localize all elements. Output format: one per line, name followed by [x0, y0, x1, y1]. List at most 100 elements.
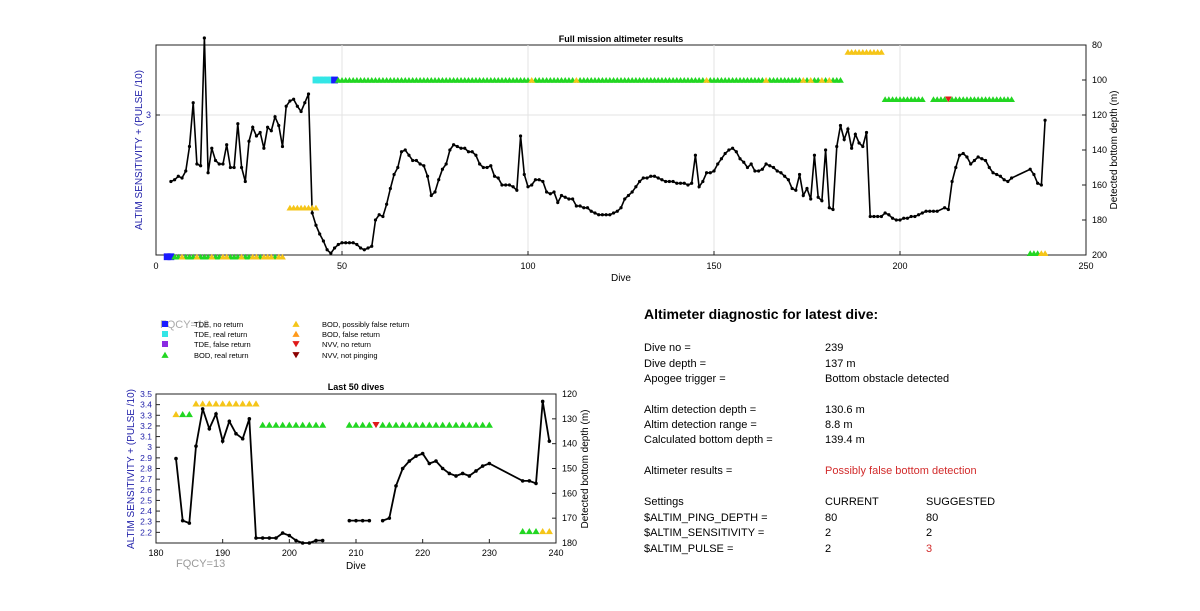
full-mission-right-tick-label: 160 — [1092, 180, 1107, 190]
last-50-depth-point — [220, 439, 225, 443]
last-50-right-tick-label: 140 — [562, 439, 577, 449]
full-mission-marker-bod-possibly-false — [208, 253, 216, 260]
full-mission-depth-point — [690, 181, 694, 185]
full-mission-right-tick-label: 200 — [1092, 250, 1107, 260]
last-50-marker-bod-real-return — [305, 421, 313, 428]
last-50-depth-point — [280, 531, 285, 535]
pulse-label: $ALTIM_PULSE = — [644, 543, 734, 555]
last-50-right-tick-label: 120 — [562, 389, 577, 399]
full-mission-depth-point — [247, 139, 251, 143]
last-50-marker-bod-real-return — [452, 421, 460, 428]
last-50-marker-bod-possibly-false — [212, 400, 220, 407]
full-mission-depth-point — [180, 176, 184, 180]
full-mission-depth-point — [373, 218, 378, 222]
full-mission-depth-point — [277, 123, 281, 128]
fqcy-annotation: FQCY=13 — [176, 558, 225, 570]
full-mission-depth-point — [686, 183, 690, 187]
full-mission-depth-point — [950, 179, 954, 184]
full-mission-depth-point — [399, 150, 404, 154]
full-mission-depth-point — [615, 209, 619, 213]
legend-tde-false-return-swatch — [162, 341, 168, 347]
full-mission-depth-point — [213, 158, 218, 163]
full-mission-depth-point — [879, 214, 884, 219]
detection-depth-value: 130.6 m — [825, 404, 865, 416]
last-50-right-ylabel: Detected bottom depth (m) — [580, 410, 591, 529]
full-mission-depth-point — [931, 209, 936, 213]
full-mission-depth-point — [470, 150, 474, 154]
full-mission-depth-point — [392, 172, 396, 177]
legend-tde-real-return-swatch — [162, 331, 168, 337]
full-mission-depth-point — [422, 164, 426, 168]
full-mission-depth-point — [991, 171, 995, 175]
full-mission-depth-point — [723, 151, 727, 156]
last-50-left-ylabel: ALTIM SENSITIVITY + (PULSE /10) — [126, 389, 137, 549]
last-50-marker-bod-real-return — [419, 421, 427, 428]
full-mission-depth-point — [965, 155, 969, 159]
last-50-marker-bod-real-return — [265, 421, 273, 428]
full-mission-depth-point — [492, 174, 497, 178]
last-50-marker-bod-real-return — [519, 528, 527, 535]
full-mission-depth-point — [868, 214, 872, 219]
last-50-marker-bod-real-return — [185, 410, 193, 418]
full-mission-depth-point — [719, 157, 724, 161]
last-50-depth-point — [460, 471, 465, 476]
full-mission-depth-point — [251, 125, 255, 129]
full-mission-markers — [163, 48, 1049, 261]
last-50-left-tick-label: 3 — [147, 442, 152, 452]
last-50-depth-point — [307, 541, 312, 545]
last-50-marker-bod-real-return — [479, 421, 487, 428]
full-mission-depth-point — [489, 164, 493, 168]
full-mission-depth-point — [913, 214, 917, 219]
full-mission-right-tick-label: 180 — [1092, 215, 1107, 225]
full-mission-depth-point — [734, 150, 738, 154]
full-mission-depth-point — [597, 213, 601, 217]
full-mission-depth-point — [1006, 179, 1010, 184]
full-mission-depth-point — [820, 199, 824, 203]
legend-bod-possibly-false-label: BOD, possibly false return — [322, 320, 409, 329]
last-50-depth-point — [407, 459, 412, 463]
full-mission-depth-point — [210, 146, 214, 150]
last-50-depth-point — [440, 466, 445, 471]
full-mission-depth-point — [645, 176, 649, 180]
detection-depth-label: Altim detection depth = — [644, 404, 757, 416]
full-mission-depth-point — [611, 211, 616, 215]
full-mission-depth-point — [336, 242, 340, 247]
last-50-x-tick-label: 190 — [215, 548, 230, 558]
last-50-depth-point — [420, 451, 425, 456]
last-50-left-tick-label: 2.6 — [140, 485, 152, 495]
last-50-marker-bod-real-return — [525, 528, 533, 535]
last-50-depth-point — [387, 516, 392, 520]
full-mission-x-tick-label: 200 — [892, 261, 907, 271]
full-mission-depth-point — [582, 206, 586, 210]
full-mission-depth-point — [403, 148, 407, 152]
full-mission-depth-point — [571, 197, 575, 201]
full-mission-depth-point — [485, 165, 489, 170]
full-mission-depth-point — [366, 246, 370, 250]
bottom-depth-label: Calculated bottom depth = — [644, 434, 773, 446]
full-mission-depth-point — [589, 209, 593, 213]
full-mission-depth-point — [838, 123, 843, 128]
full-mission-depth-point — [894, 218, 898, 222]
last-50-depth-point — [427, 461, 432, 466]
full-mission-depth-point — [712, 169, 716, 173]
legend-nvv-not-pinging-swatch — [292, 352, 300, 359]
full-mission-depth-point — [303, 101, 307, 105]
full-mission-depth-point — [377, 213, 381, 217]
full-mission-marker-bod-real-return — [918, 96, 926, 102]
full-mission-depth-point — [850, 146, 854, 150]
full-mission-depth-point — [783, 174, 787, 178]
last-50-left-tick-label: 3.2 — [140, 421, 152, 431]
full-mission-depth-point — [370, 244, 374, 248]
full-mission-depth-point — [440, 167, 445, 171]
legend-bod-real-return-label: BOD, real return — [194, 351, 249, 360]
last-50-marker-bod-possibly-false — [205, 400, 213, 407]
full-mission-depth-point — [284, 104, 288, 108]
full-mission-depth-point — [299, 109, 303, 114]
full-mission-depth-point — [749, 162, 753, 166]
full-mission-marker-bod-possibly-false — [878, 48, 885, 55]
full-mission-depth-point — [243, 179, 247, 184]
legend-nvv-no-return-label: NVV, no return — [322, 340, 371, 349]
full-mission-depth-point — [418, 162, 422, 166]
diagnostic-title: Altimeter diagnostic for latest dive: — [644, 306, 879, 322]
last-50-depth-point — [400, 466, 405, 471]
